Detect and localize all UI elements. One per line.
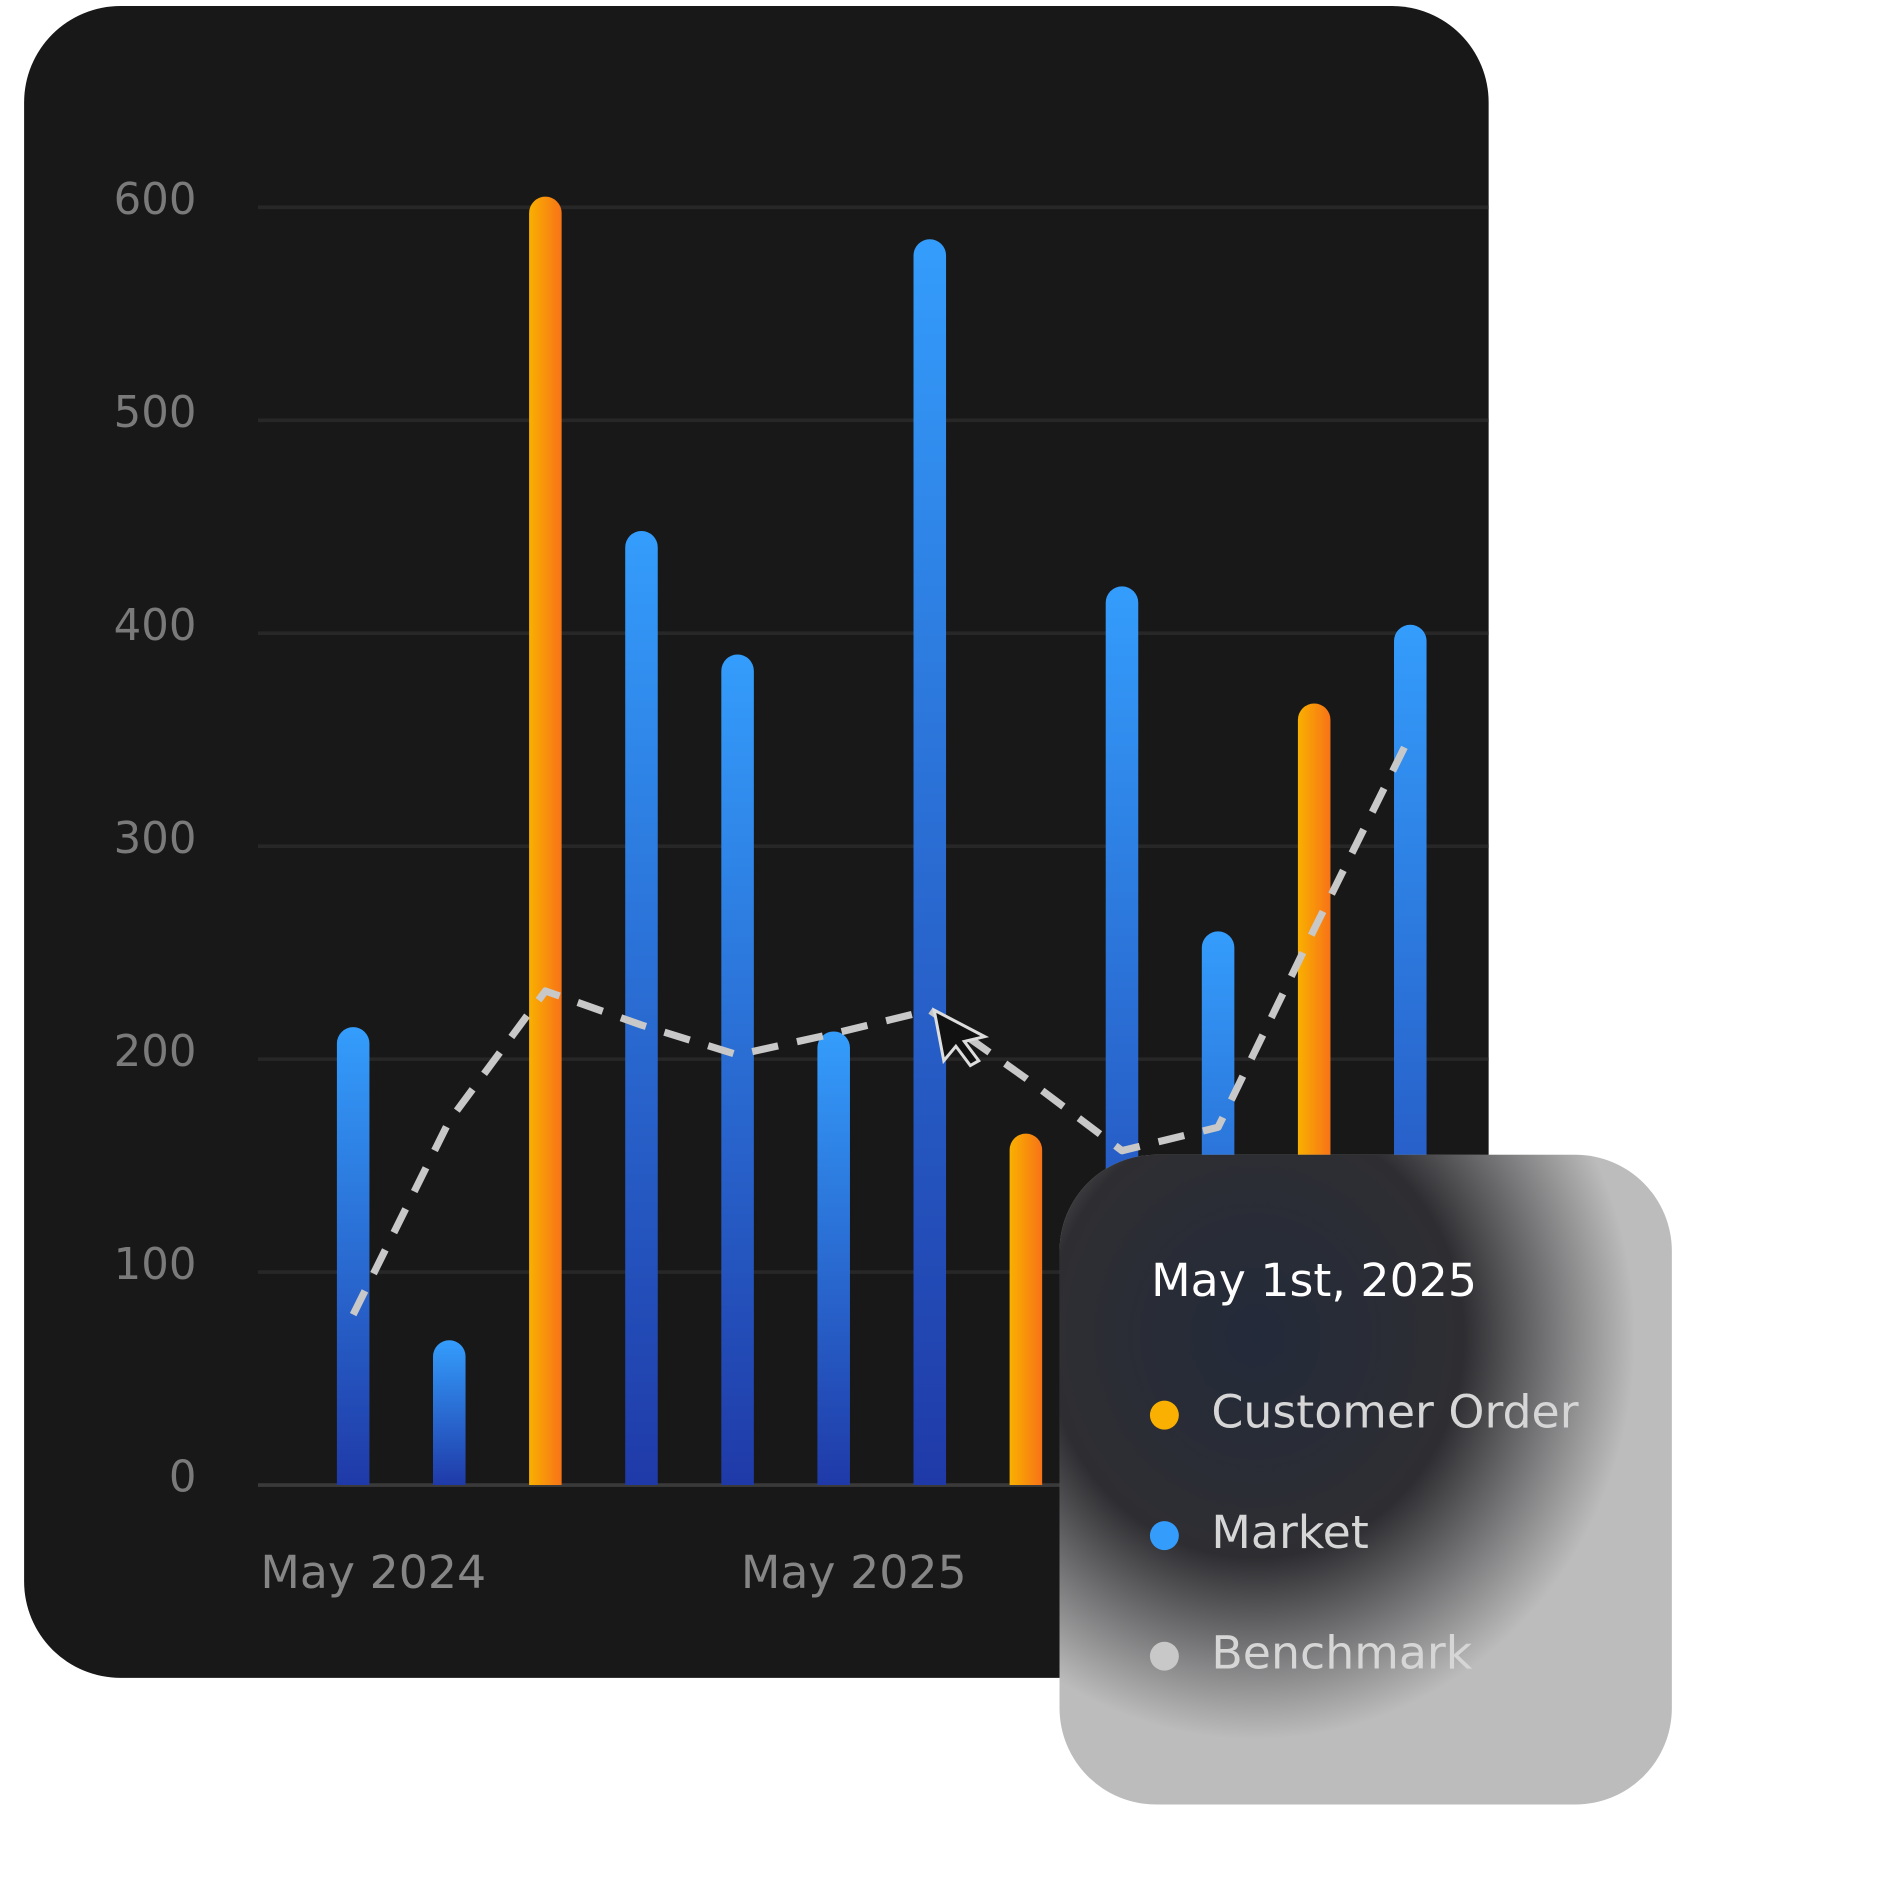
bar <box>817 1031 850 1486</box>
bar <box>913 239 947 1486</box>
y-tick-label: 600 <box>114 175 197 225</box>
legend-label: Benchmark <box>1211 1626 1472 1680</box>
tooltip-shade <box>1059 1154 1672 1805</box>
y-tick-label: 300 <box>114 814 197 864</box>
cursor <box>932 1007 990 1068</box>
bar <box>433 1340 466 1486</box>
legend-label: Market <box>1211 1505 1368 1559</box>
legend-dot <box>1149 1641 1179 1671</box>
y-tick-label: 0 <box>169 1453 197 1503</box>
x-tick-label: May 2024 <box>260 1545 486 1599</box>
y-tick-label: 500 <box>114 388 197 438</box>
benchmark-line <box>349 733 1414 1317</box>
bar <box>529 196 562 1486</box>
bar <box>336 1027 370 1486</box>
y-tick-label: 200 <box>114 1027 197 1077</box>
tooltip: May 1st, 2025 Customer Order Market Benchm… <box>1059 1154 1672 1805</box>
plot-area: 0 100 200 300 400 500 600 May 2024 May 2025 <box>114 175 1489 1599</box>
x-tick-label: May 2025 <box>741 1545 967 1599</box>
y-tick-label: 100 <box>114 1240 197 1290</box>
legend-dot <box>1149 1521 1179 1551</box>
legend-dot <box>1149 1400 1179 1430</box>
bar <box>721 654 754 1486</box>
bar <box>625 531 658 1486</box>
bar <box>1009 1133 1043 1486</box>
legend-label: Customer Order <box>1211 1385 1578 1439</box>
tooltip-title: May 1st, 2025 <box>1151 1253 1477 1307</box>
y-tick-label: 400 <box>114 601 197 651</box>
